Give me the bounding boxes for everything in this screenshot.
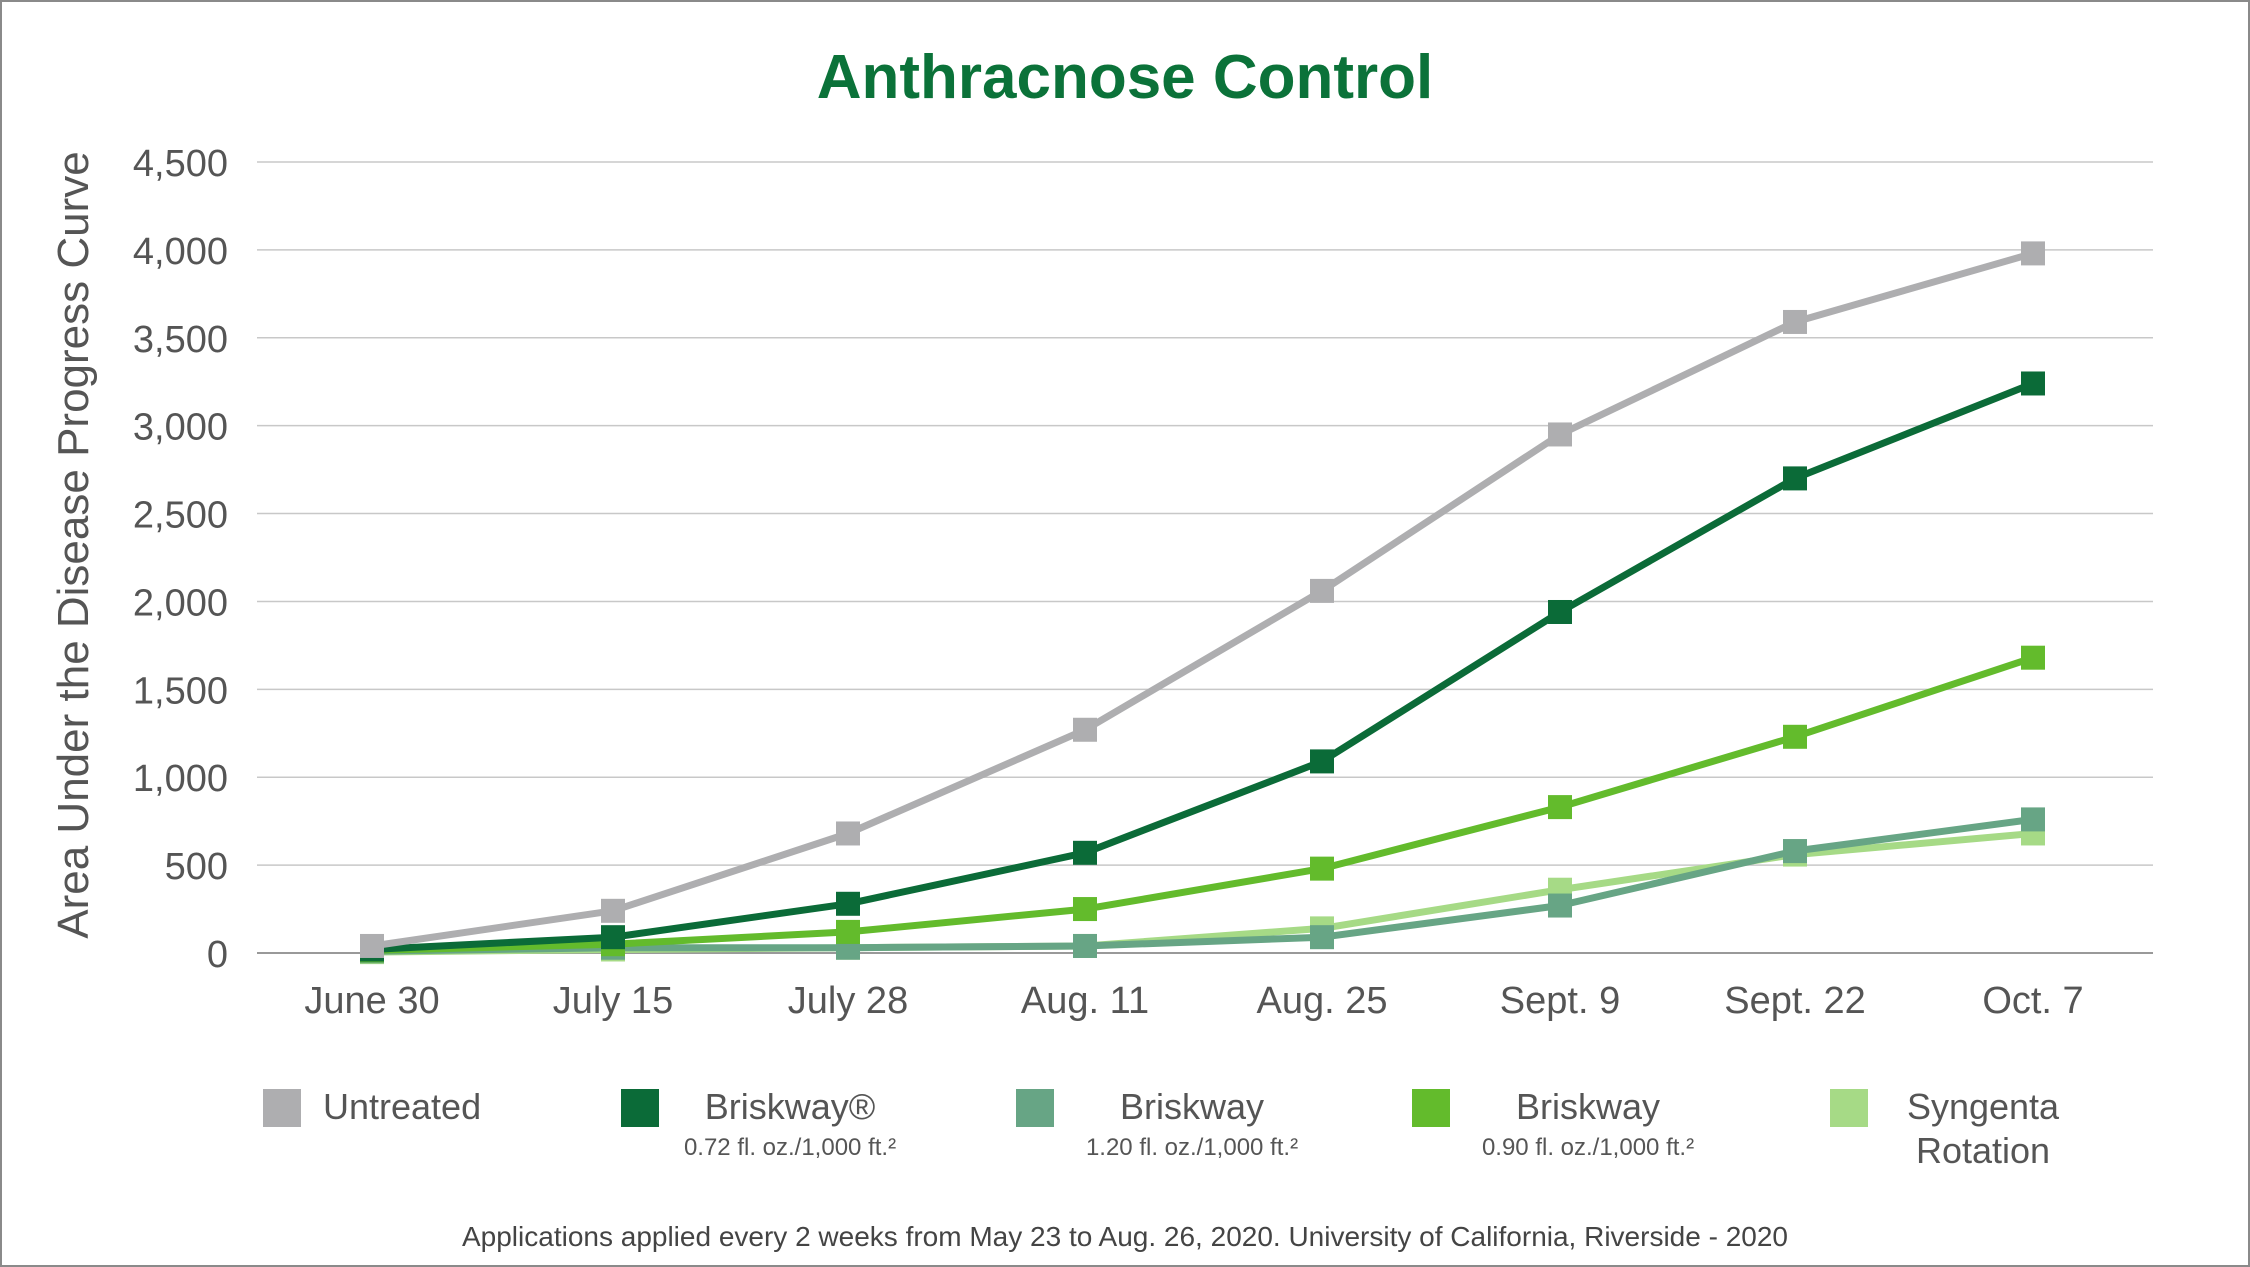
legend: Untreated Briskway® 0.72 fl. oz./1,000 ft.… <box>263 1086 2060 1171</box>
legend-item: Untreated <box>263 1086 481 1127</box>
x-tick-label: Sept. 9 <box>1500 980 1620 1022</box>
y-tick-label: 500 <box>165 846 228 888</box>
series-0 <box>360 241 2045 958</box>
y-tick-label: 4,000 <box>133 231 228 273</box>
data-point <box>836 919 860 944</box>
data-point <box>2021 241 2045 266</box>
y-tick-label: 1,000 <box>133 758 228 800</box>
data-point <box>601 925 625 950</box>
data-point <box>360 933 384 958</box>
data-point <box>1310 749 1334 774</box>
y-axis-label: Area Under the Disease Progress Curve <box>49 151 98 938</box>
x-tick-label: Oct. 7 <box>1982 980 2083 1022</box>
series-line <box>371 250 2034 950</box>
series-3 <box>360 645 2045 963</box>
data-point <box>1073 717 1097 742</box>
x-tick-label: July 15 <box>553 980 673 1022</box>
x-tick-label: July 28 <box>788 980 908 1022</box>
data-point <box>2021 371 2045 396</box>
series-1 <box>360 371 2045 962</box>
series-line <box>371 654 2035 954</box>
legend-swatch <box>1016 1089 1054 1127</box>
legend-sublabel: 0.72 fl. oz./1,000 ft.² <box>684 1134 896 1161</box>
y-tick-label: 2,000 <box>133 582 228 624</box>
data-point <box>1783 839 1807 864</box>
data-point <box>1783 466 1807 491</box>
legend-label: Briskway <box>1516 1086 1660 1127</box>
legend-item: Syngenta Rotation <box>1830 1086 2060 1171</box>
data-point <box>1073 933 1097 958</box>
data-point <box>1310 578 1334 603</box>
legend-swatch <box>263 1089 301 1127</box>
data-point <box>2021 807 2045 832</box>
x-tick-label: June 30 <box>304 980 439 1022</box>
chart-footnote: Applications applied every 2 weeks from … <box>462 1221 1788 1252</box>
data-point <box>1548 422 1572 447</box>
legend-swatch <box>621 1089 659 1127</box>
data-point <box>1548 893 1572 918</box>
legend-sublabel: 1.20 fl. oz./1,000 ft.² <box>1086 1134 1298 1161</box>
legend-item: Briskway® 0.72 fl. oz./1,000 ft.² <box>621 1086 896 1161</box>
data-point <box>1783 724 1807 749</box>
legend-label: Briskway® <box>705 1086 876 1127</box>
data-point <box>836 891 860 916</box>
legend-swatch <box>1830 1089 1868 1127</box>
y-tick-labels: 0 500 1,000 1,500 2,000 2,500 3,000 3,500 4,000 4… <box>133 143 228 976</box>
y-tick-label: 2,500 <box>133 495 228 537</box>
series-lines <box>360 241 2045 965</box>
data-point <box>1548 795 1572 820</box>
legend-label: Syngenta Rotation <box>1907 1086 2060 1171</box>
series-line <box>371 380 2035 953</box>
legend-label: Briskway <box>1120 1086 1264 1127</box>
legend-item: Briskway 0.90 fl. oz./1,000 ft.² <box>1412 1086 1694 1161</box>
data-point <box>1548 599 1572 624</box>
chart-title: Anthracnose Control <box>817 43 1434 112</box>
data-point <box>1073 897 1097 922</box>
data-point <box>601 898 625 923</box>
data-point <box>836 821 860 846</box>
data-point <box>1783 309 1807 334</box>
x-tick-label: Aug. 11 <box>1021 980 1149 1022</box>
x-tick-label: Aug. 25 <box>1257 980 1388 1022</box>
legend-item: Briskway 1.20 fl. oz./1,000 ft.² <box>1016 1086 1298 1161</box>
y-tick-label: 1,500 <box>133 670 228 712</box>
y-tick-label: 3,500 <box>133 319 228 361</box>
data-point <box>1310 925 1334 950</box>
series-line <box>371 815 2034 955</box>
gridlines <box>257 161 2153 954</box>
y-tick-label: 4,500 <box>133 143 228 185</box>
legend-sublabel: 0.90 fl. oz./1,000 ft.² <box>1482 1134 1694 1161</box>
y-tick-label: 3,000 <box>133 407 228 449</box>
legend-swatch <box>1412 1089 1450 1127</box>
data-point <box>1310 856 1334 881</box>
legend-label: Untreated <box>323 1086 481 1127</box>
data-point <box>2021 645 2045 670</box>
x-tick-labels: June 30 July 15 July 28 Aug. 11 Aug. 25 Sept.… <box>304 980 2083 1022</box>
x-tick-label: Sept. 22 <box>1724 980 1866 1022</box>
data-point <box>1073 840 1097 865</box>
y-tick-label: 0 <box>207 934 228 976</box>
